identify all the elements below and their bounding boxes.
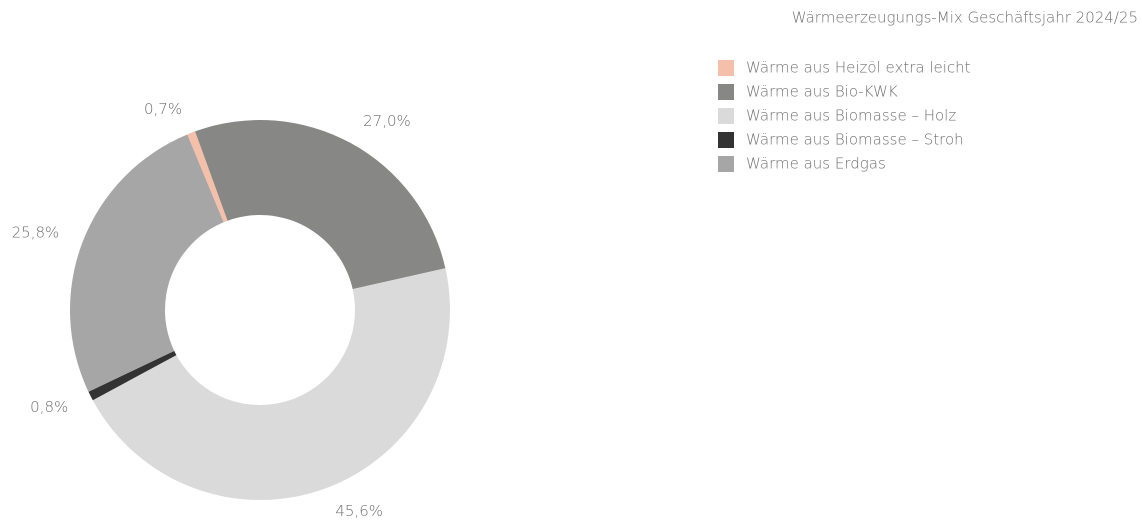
data-label: 0,8% <box>30 398 68 416</box>
legend-swatch <box>718 60 734 76</box>
legend-swatch <box>718 108 734 124</box>
data-label: 45,6% <box>335 502 383 520</box>
slice <box>195 120 446 290</box>
slice <box>88 350 177 401</box>
legend-label: Wärme aus Bio-KWK <box>746 83 898 101</box>
data-label: 25,8% <box>12 223 60 241</box>
legend-swatch <box>718 84 734 100</box>
slice <box>187 131 228 223</box>
slice <box>92 268 451 500</box>
data-label: 27,0% <box>363 112 411 130</box>
legend-swatch <box>718 156 734 172</box>
data-label: 0,7% <box>144 100 182 118</box>
legend-label: Wärme aus Erdgas <box>746 155 886 173</box>
slice <box>70 134 224 392</box>
legend-label: Wärme aus Heizöl extra leicht <box>746 59 971 77</box>
legend-swatch <box>718 132 734 148</box>
chart-title: Wärmeerzeugungs-Mix Geschäftsjahr 2024/2… <box>792 9 1138 27</box>
legend-label: Wärme aus Biomasse – Stroh <box>746 131 964 149</box>
legend-label: Wärme aus Biomasse – Holz <box>746 107 956 125</box>
